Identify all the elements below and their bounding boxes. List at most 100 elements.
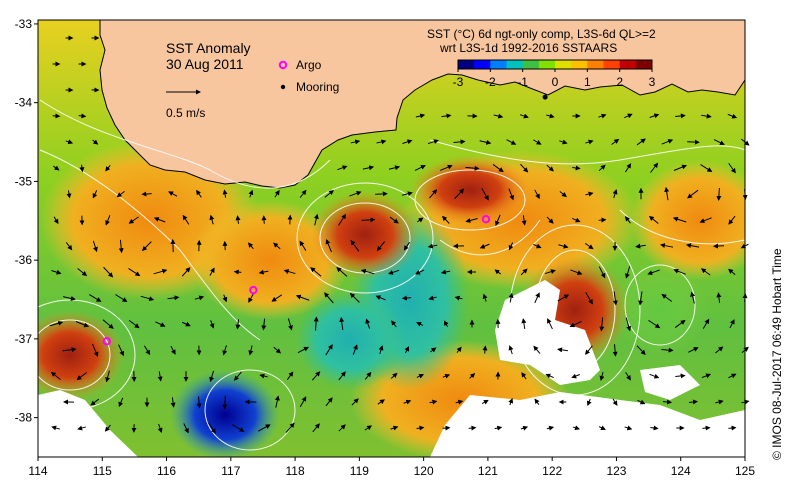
y-tick-label: -37 <box>15 332 33 346</box>
current-vector <box>492 164 504 173</box>
current-vector <box>388 269 400 275</box>
argo-float-marker <box>249 285 258 295</box>
x-axis: 114 115 116 117 118 119 120 121 122 123 124 125 <box>28 457 755 478</box>
current-vector <box>673 164 687 171</box>
current-vector <box>247 242 254 250</box>
current-vector <box>430 347 437 353</box>
current-vector <box>325 397 333 407</box>
current-vector <box>338 371 346 381</box>
x-tick-label: 115 <box>93 464 112 478</box>
current-vector <box>456 346 462 353</box>
current-vector <box>53 216 59 225</box>
current-vector <box>572 217 581 223</box>
current-vector <box>181 267 191 277</box>
current-vector <box>442 425 451 431</box>
current-vector <box>468 425 477 431</box>
current-vector <box>102 319 114 329</box>
y-tick-label: -38 <box>15 411 33 425</box>
current-vector <box>455 399 464 405</box>
x-tick-label: 125 <box>735 464 755 478</box>
colorbar-tick-label: 1 <box>583 75 591 89</box>
x-tick-label: 120 <box>414 464 434 478</box>
current-vector <box>376 241 386 252</box>
current-vector <box>141 191 152 197</box>
current-vector <box>585 191 594 197</box>
current-vector <box>194 295 205 301</box>
current-vector <box>546 164 554 172</box>
current-vector <box>91 343 99 358</box>
current-vector <box>361 217 376 223</box>
current-vector <box>702 318 710 329</box>
current-vector <box>715 399 724 405</box>
current-vector <box>625 266 631 279</box>
current-vector <box>727 113 738 119</box>
current-vector <box>273 346 282 354</box>
current-vector <box>429 189 438 199</box>
current-vector <box>547 318 553 330</box>
current-vector <box>401 295 412 301</box>
current-vector <box>728 215 736 225</box>
current-vector <box>299 189 307 198</box>
y-tick-label: -36 <box>15 253 33 267</box>
warm-anomaly-patch <box>190 200 350 320</box>
current-vector <box>52 165 60 171</box>
current-vector <box>338 424 346 432</box>
current-vector <box>428 295 437 301</box>
current-vector <box>664 186 670 201</box>
current-vector <box>222 345 228 356</box>
colorbar-swatch <box>506 60 524 69</box>
current-vector <box>49 320 64 327</box>
current-vector <box>521 215 527 226</box>
current-vector <box>209 214 215 225</box>
current-vector <box>454 295 463 301</box>
current-vector <box>534 292 540 304</box>
current-vector <box>649 113 660 119</box>
current-vector <box>508 242 514 251</box>
current-vector <box>295 294 310 301</box>
current-vector <box>586 398 592 407</box>
y-tick-label: -34 <box>15 96 33 110</box>
current-vector <box>105 370 111 383</box>
current-vector <box>559 139 568 145</box>
current-vector <box>713 243 724 249</box>
current-vector <box>297 346 309 354</box>
current-vector <box>647 269 660 276</box>
current-vector <box>128 319 140 329</box>
current-vector <box>143 345 151 356</box>
current-vector <box>534 398 540 405</box>
current-vector <box>233 371 242 381</box>
current-vector <box>688 347 699 353</box>
x-tick-label: 117 <box>221 464 240 478</box>
current-vector <box>51 269 62 275</box>
current-vector <box>481 399 489 405</box>
current-vector <box>493 113 504 119</box>
mooring-marker <box>542 94 548 100</box>
current-vector <box>672 216 687 223</box>
current-vector <box>299 240 307 251</box>
current-vector <box>659 243 674 249</box>
current-vector <box>688 399 698 405</box>
current-vector <box>495 214 501 227</box>
current-vector <box>76 372 87 381</box>
current-vector <box>362 165 375 171</box>
current-vector <box>699 217 712 224</box>
current-vector <box>701 113 712 119</box>
current-vector <box>257 424 271 432</box>
current-vector <box>454 188 465 200</box>
current-vector <box>77 268 88 277</box>
current-vector <box>687 139 700 145</box>
current-vector <box>258 269 269 275</box>
colorbar-swatch <box>474 60 491 69</box>
current-vector <box>75 321 90 328</box>
current-vector <box>118 344 125 357</box>
current-vector <box>118 397 124 408</box>
current-vector <box>442 215 450 224</box>
current-vector <box>570 269 583 276</box>
current-vector <box>390 372 398 379</box>
current-vector <box>716 187 722 201</box>
current-vector <box>612 344 618 357</box>
current-vector <box>313 213 319 226</box>
cool-anomaly-patch <box>295 290 405 390</box>
x-tick-label: 121 <box>478 464 498 478</box>
current-vector <box>479 243 490 249</box>
